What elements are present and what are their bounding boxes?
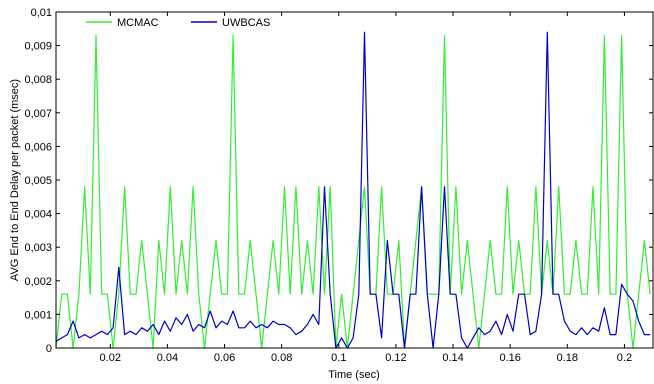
- plot-frame: [55, 11, 654, 349]
- series-lines: [55, 31, 651, 349]
- y-tick-label: 0,008: [24, 74, 52, 86]
- y-tick-label: 0,002: [24, 276, 52, 288]
- y-tick-label: 0,006: [24, 141, 52, 153]
- x-tick-label: 0.02: [100, 352, 121, 364]
- y-tick-label: 0,001: [24, 309, 52, 321]
- x-tick-label: 0.18: [557, 352, 578, 364]
- y-tick-label: 0,004: [24, 209, 52, 221]
- y-tick-label: 0,01: [31, 7, 52, 19]
- x-tick-label: 0.12: [385, 352, 406, 364]
- series-line-uwbcas: [55, 31, 651, 349]
- y-tick-label: 0,007: [24, 108, 52, 120]
- x-tick-label: 0.08: [271, 352, 292, 364]
- series-line-mcmac: [55, 34, 651, 349]
- y-tick-label: 0,003: [24, 242, 52, 254]
- x-axis: 0.02 0.04 0.06 0.08 0.1 0.12 0.14 0.16 0.18 0.2: [100, 12, 632, 364]
- x-axis-label: Time (sec): [328, 369, 380, 381]
- x-tick-label: 0.2: [617, 352, 632, 364]
- x-tick-label: 0.06: [214, 352, 235, 364]
- legend-label-uwbcas: UWBCAS: [222, 17, 270, 29]
- x-tick-label: 0.1: [331, 352, 346, 364]
- y-tick-label: 0,009: [24, 41, 52, 53]
- legend-label-mcmac: MCMAC: [117, 17, 159, 29]
- y-tick-label: 0,005: [24, 175, 52, 187]
- x-tick-label: 0.16: [499, 352, 520, 364]
- y-axis-label: AVG End to End Delay per packet (msec): [9, 79, 21, 281]
- legend: MCMAC UWBCAS: [86, 17, 270, 29]
- x-tick-label: 0.14: [442, 352, 463, 364]
- y-axis: 0 0,001 0,002 0,003 0,004 0,005 0,006 0,007 0,00…: [24, 7, 653, 355]
- y-tick-label: 0: [46, 343, 52, 355]
- x-tick-label: 0.04: [157, 352, 178, 364]
